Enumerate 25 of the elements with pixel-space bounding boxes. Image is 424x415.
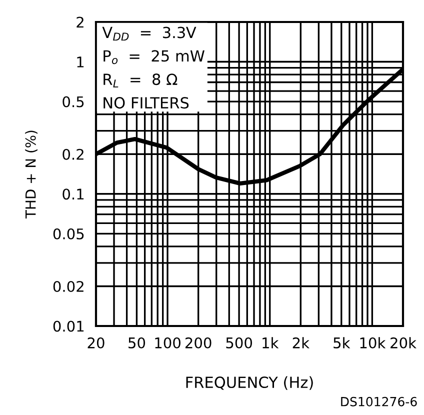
x-tick-label: 500 — [226, 337, 252, 348]
x-tick-label: 2k — [292, 337, 310, 348]
y-tick-label: 0.5 — [62, 96, 84, 108]
x-tick-label: 200 — [185, 337, 212, 348]
x-tick-label: 20k — [390, 337, 416, 348]
annotation: V$_{DD}$ = 3.3V — [102, 26, 196, 41]
x-axis-title: FREQUENCY (Hz) — [186, 376, 313, 390]
y-tick-label: 0.05 — [53, 228, 84, 240]
x-tick-label: 5k — [334, 337, 350, 348]
x-tick-label: 100 — [155, 337, 180, 348]
y-tick-label: 0.02 — [53, 280, 84, 292]
annotation: P$_{o}$ = 25 mW — [104, 50, 204, 64]
x-tick-label: 50 — [128, 337, 146, 348]
text: DS101276-6 — [341, 396, 417, 406]
x-tick-label: 10k — [360, 337, 386, 348]
annotation: NO FILTERS — [104, 97, 189, 109]
y-tick-label: 0.2 — [62, 148, 84, 160]
annotation: R$_{L}$ = 8 Ω — [104, 74, 178, 88]
x-tick-label: 1k — [262, 337, 279, 348]
y-tick-label: 2 — [76, 16, 84, 28]
y-tick-label: 0.01 — [53, 320, 84, 332]
x-tick-label: 20 — [88, 337, 104, 348]
y-tick-label: 0.1 — [62, 188, 84, 200]
y-axis-title: THD + N (%) — [25, 130, 38, 219]
y-tick-label: 1 — [77, 56, 84, 68]
